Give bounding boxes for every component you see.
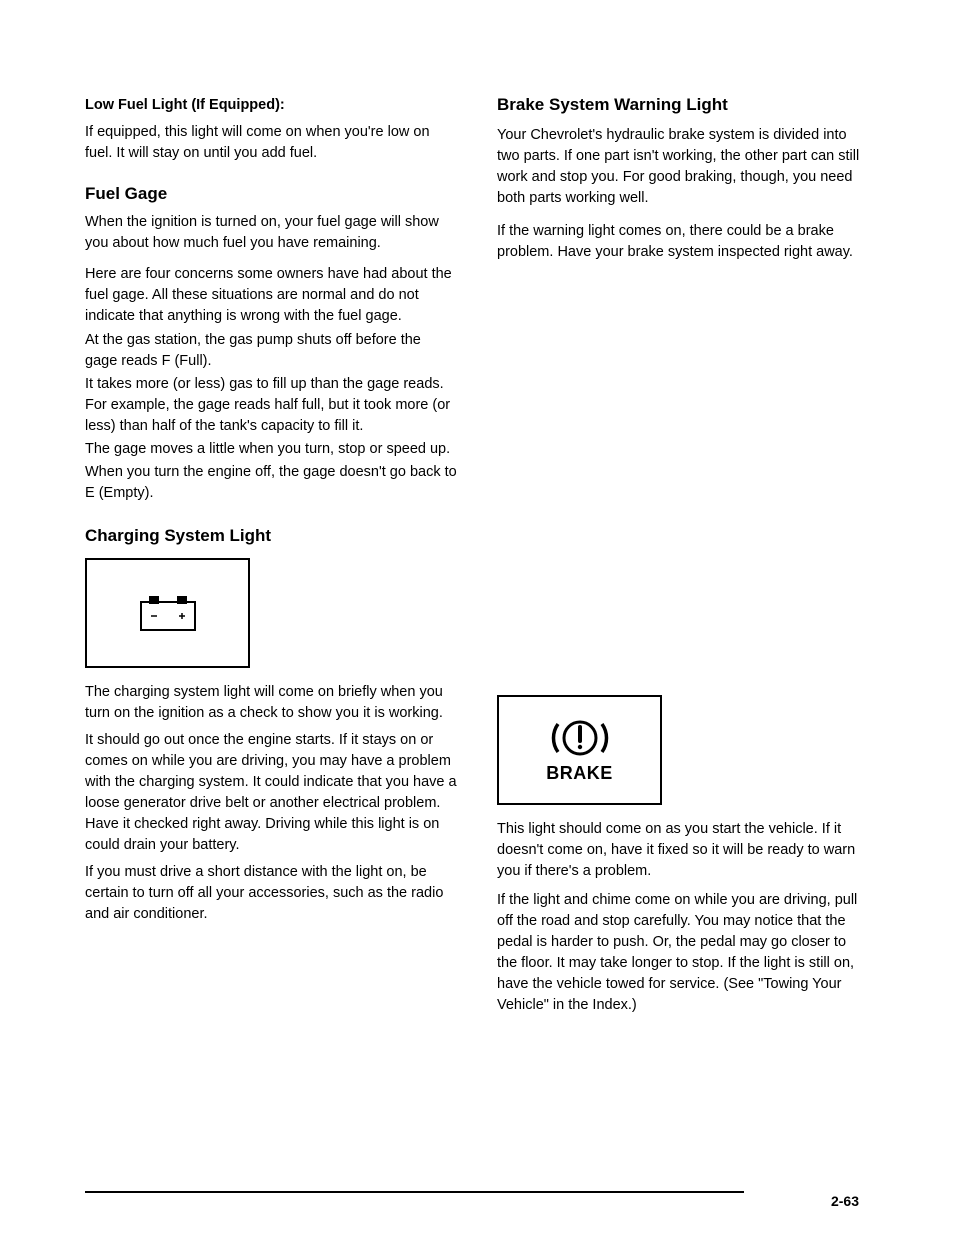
left-column: Low Fuel Light (If Equipped): If equippe… [85,95,457,1016]
brake-body2: If the warning light comes on, there cou… [497,221,869,263]
charging-body2: It should go out once the engine starts.… [85,730,457,856]
brake-heading: Brake System Warning Light [497,95,869,115]
gage-heading: Fuel Gage [85,184,457,204]
battery-icon [139,594,197,632]
spacer [497,275,869,695]
charging-body1: The charging system light will come on b… [85,682,457,724]
gage-bullet: It takes more (or less) gas to fill up t… [85,374,457,437]
brake-light-body1: This light should come on as you start t… [497,819,869,882]
brake-body1: Your Chevrolet's hydraulic brake system … [497,125,869,209]
right-column: Brake System Warning Light Your Chevrole… [497,95,869,1016]
footer-rule [85,1191,744,1193]
charging-heading: Charging System Light [85,526,457,546]
brake-icon [535,716,625,761]
fuel-heading: Low Fuel Light (If Equipped): [85,95,457,116]
page-number: 2-63 [831,1193,859,1209]
gage-bullet: At the gas station, the gas pump shuts o… [85,330,457,372]
gage-common-intro: Here are four concerns some owners have … [85,264,457,327]
brake-label: BRAKE [546,763,613,784]
gage-bullet: When you turn the engine off, the gage d… [85,462,457,504]
brake-light-body2: If the light and chime come on while you… [497,890,869,1016]
page-container: Low Fuel Light (If Equipped): If equippe… [0,0,954,1235]
charging-body3: If you must drive a short distance with … [85,862,457,925]
battery-warning-box [85,558,250,668]
gage-bullets: At the gas station, the gas pump shuts o… [85,330,457,504]
brake-warning-box: BRAKE [497,695,662,805]
gage-intro: When the ignition is turned on, your fue… [85,212,457,254]
content-columns: Low Fuel Light (If Equipped): If equippe… [85,95,869,1016]
fuel-body: If equipped, this light will come on whe… [85,122,457,164]
gage-bullet: The gage moves a little when you turn, s… [85,439,457,460]
